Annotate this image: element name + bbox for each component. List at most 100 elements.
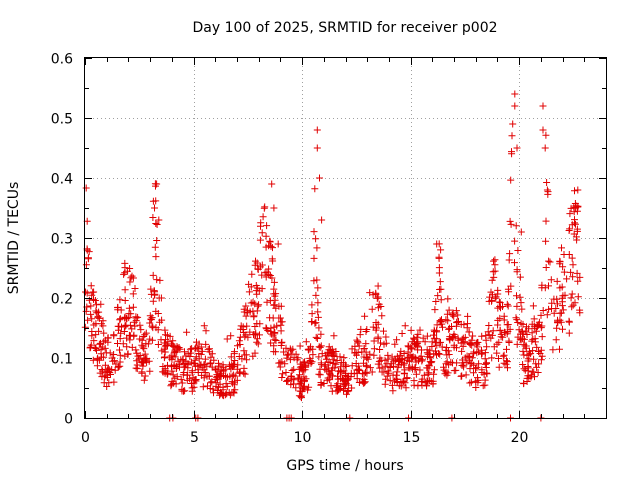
data-point	[314, 308, 322, 316]
data-point	[217, 390, 225, 398]
data-point	[123, 334, 131, 342]
data-point	[91, 297, 99, 304]
data-point	[537, 311, 545, 319]
data-point	[413, 339, 421, 347]
data-point	[412, 370, 420, 378]
data-point	[121, 323, 129, 331]
data-point	[160, 354, 168, 362]
data-point	[84, 316, 92, 324]
data-point	[445, 306, 453, 314]
data-point	[478, 332, 486, 340]
data-point	[572, 233, 580, 241]
data-point	[480, 370, 488, 378]
data-point	[125, 304, 133, 312]
data-point	[258, 261, 266, 269]
data-point	[272, 337, 280, 344]
data-point	[382, 339, 390, 347]
data-point	[82, 288, 89, 296]
data-point	[271, 296, 279, 304]
data-point	[201, 360, 209, 368]
data-point	[398, 330, 406, 337]
data-point	[442, 316, 450, 324]
data-point	[336, 353, 344, 361]
data-point	[512, 314, 520, 322]
data-point	[116, 296, 124, 304]
data-point	[513, 340, 521, 348]
data-point	[473, 341, 481, 349]
data-point	[493, 349, 501, 357]
data-point	[82, 307, 90, 315]
data-point	[274, 240, 282, 248]
data-point	[175, 344, 183, 351]
data-point	[369, 323, 377, 331]
data-point	[120, 270, 128, 278]
data-point	[538, 352, 546, 360]
data-point	[523, 378, 531, 385]
data-point	[483, 370, 491, 378]
data-point	[534, 321, 542, 329]
data-point	[323, 376, 331, 384]
data-point	[241, 370, 249, 378]
data-point	[187, 358, 195, 366]
data-point	[92, 307, 100, 315]
data-point	[382, 333, 390, 341]
data-point	[517, 299, 525, 307]
data-point	[89, 356, 97, 364]
data-point	[278, 338, 286, 346]
data-point	[440, 363, 447, 371]
data-point	[453, 344, 460, 352]
data-point	[287, 346, 295, 354]
data-point	[283, 354, 291, 362]
data-point	[161, 348, 169, 356]
data-point	[227, 332, 235, 340]
data-point	[214, 366, 222, 374]
data-point	[116, 315, 124, 323]
data-point	[370, 351, 378, 359]
data-point	[398, 358, 406, 366]
data-point	[423, 364, 431, 372]
data-point	[528, 337, 536, 345]
data-point	[245, 288, 253, 296]
data-point	[103, 366, 111, 374]
data-point	[312, 291, 320, 299]
data-point	[176, 345, 184, 353]
data-point	[533, 343, 541, 351]
data-point	[332, 382, 340, 390]
x-tick-label: 10	[294, 430, 312, 446]
data-point	[355, 342, 363, 350]
data-point	[202, 327, 210, 335]
data-point	[467, 378, 475, 386]
data-point	[487, 334, 495, 342]
data-point	[572, 204, 580, 212]
data-point	[116, 316, 124, 324]
data-point	[466, 339, 474, 347]
data-point	[82, 184, 90, 192]
data-point	[457, 320, 465, 328]
data-point	[295, 365, 303, 373]
data-point	[511, 90, 519, 98]
data-point	[441, 370, 449, 378]
data-point	[556, 284, 564, 292]
data-point	[320, 380, 328, 387]
data-point	[433, 328, 441, 336]
data-point	[311, 319, 319, 327]
data-point	[530, 315, 538, 323]
data-point	[204, 382, 211, 390]
data-point	[368, 305, 376, 313]
data-point	[92, 345, 100, 352]
data-point	[566, 210, 574, 218]
data-point	[110, 357, 118, 365]
data-point	[374, 333, 382, 341]
data-point	[97, 339, 104, 347]
data-point	[156, 276, 164, 284]
data-point	[393, 368, 401, 376]
data-point	[188, 384, 196, 392]
data-point	[299, 383, 307, 391]
data-point	[360, 359, 367, 367]
data-point	[312, 319, 320, 327]
data-point	[315, 353, 323, 361]
data-point	[458, 359, 466, 367]
data-point	[565, 317, 573, 325]
data-point	[269, 244, 276, 252]
data-point	[138, 336, 146, 344]
